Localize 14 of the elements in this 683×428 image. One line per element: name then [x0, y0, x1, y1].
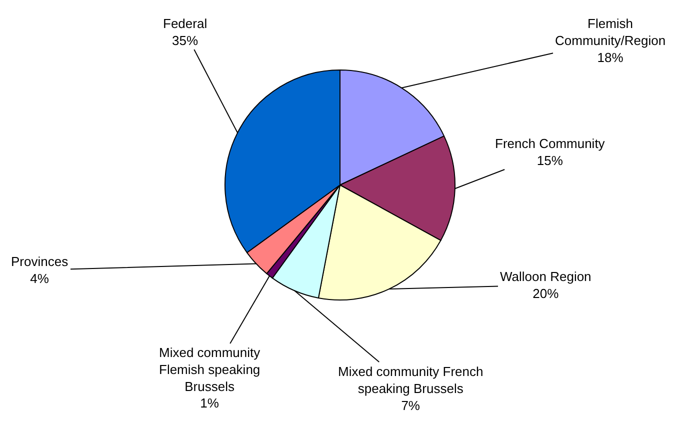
- data-label: 4%: [30, 270, 50, 286]
- slice-label: Mixed community French speaking Brussels: [338, 364, 484, 396]
- data-label: 1%: [200, 396, 220, 411]
- slice-label: Federal: [163, 16, 208, 31]
- data-label: 35%: [172, 32, 198, 48]
- data-label: 18%: [597, 50, 624, 65]
- slice-label: Provinces: [11, 254, 69, 269]
- slice-label: French Community: [495, 136, 606, 151]
- data-label: 7%: [401, 398, 420, 413]
- slice-label: Walloon Region: [500, 269, 592, 284]
- data-label: 15%: [536, 152, 564, 168]
- slice-label: Flemish Community/Region: [555, 16, 666, 48]
- data-label: 20%: [532, 286, 560, 301]
- slice-label: Mixed community Flemish speaking Brussels: [159, 345, 261, 394]
